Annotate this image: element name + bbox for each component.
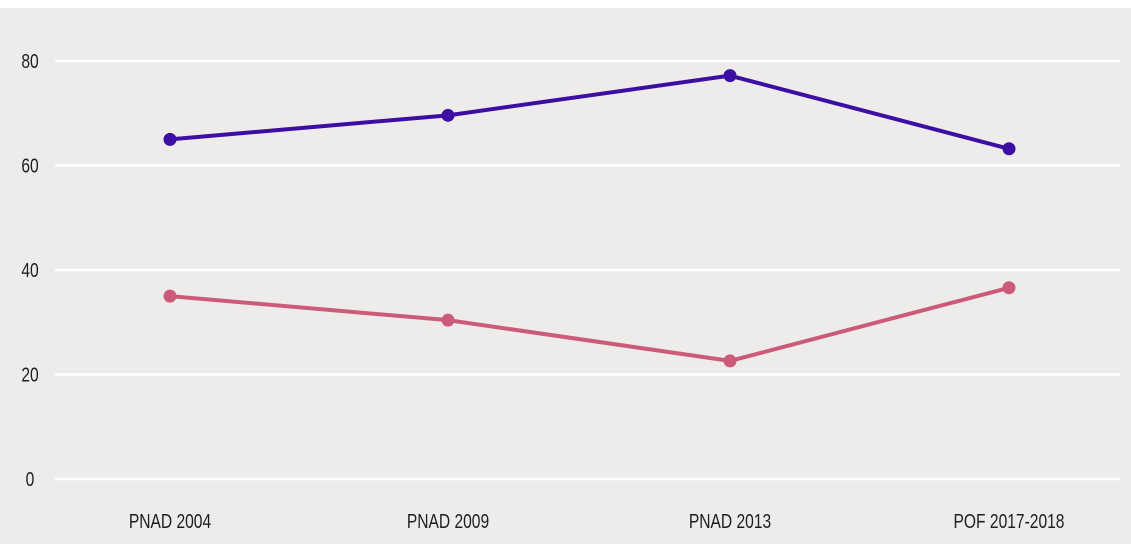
series-2 xyxy=(163,281,1016,368)
y-axis: 0 20 40 60 80 xyxy=(21,50,38,490)
data-point xyxy=(441,108,455,122)
data-point xyxy=(163,132,177,146)
data-point xyxy=(163,289,177,303)
series-layer xyxy=(163,69,1016,368)
y-tick-label: 40 xyxy=(21,259,38,281)
data-point xyxy=(1002,281,1016,295)
y-tick-label: 20 xyxy=(21,364,38,386)
series-1 xyxy=(163,69,1016,156)
x-tick-label: POF 2017-2018 xyxy=(954,510,1065,532)
data-point xyxy=(723,69,737,83)
data-point xyxy=(723,354,737,368)
data-point xyxy=(1002,142,1016,156)
x-axis: PNAD 2004 PNAD 2009 PNAD 2013 POF 2017-2018 xyxy=(129,510,1065,532)
series-line xyxy=(168,285,1011,363)
grid-layer xyxy=(55,59,1120,481)
data-point xyxy=(441,313,455,327)
y-tick-label: 60 xyxy=(21,155,38,177)
x-tick-label: PNAD 2013 xyxy=(689,510,771,532)
y-tick-label: 80 xyxy=(21,50,38,72)
y-tick-label: 0 xyxy=(26,468,35,490)
series-line xyxy=(168,73,1011,151)
x-tick-label: PNAD 2004 xyxy=(129,510,211,532)
x-tick-label: PNAD 2009 xyxy=(407,510,489,532)
plot-background xyxy=(0,8,1131,544)
